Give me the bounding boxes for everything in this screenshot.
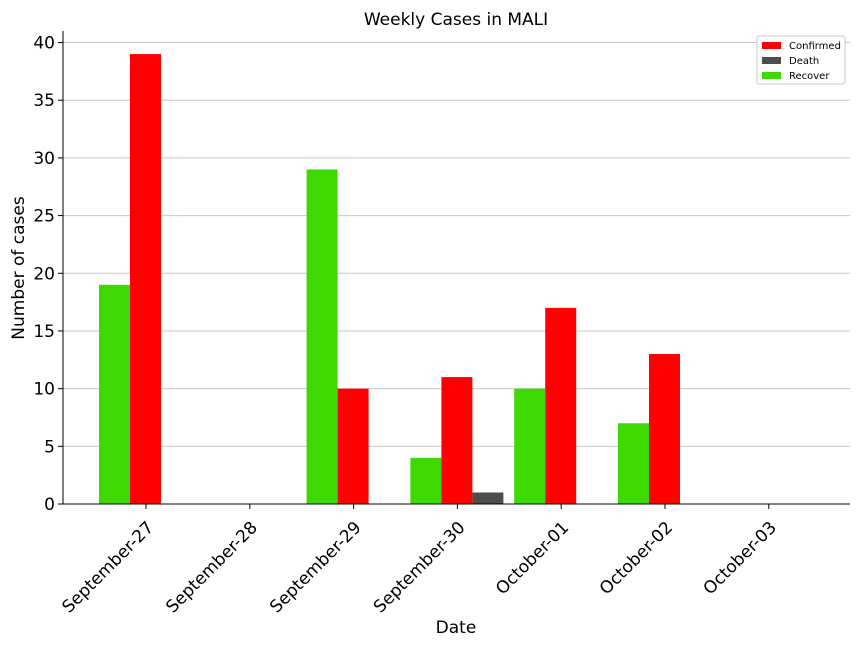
legend-swatch-recover	[762, 72, 781, 79]
bar-recover-october-02	[618, 423, 649, 504]
y-tick-label: 40	[33, 34, 55, 54]
x-tick-label: October-03	[700, 518, 781, 599]
y-axis-label: Number of cases	[9, 196, 29, 340]
bar-confirmed-september-30	[441, 377, 473, 504]
gridlines	[63, 42, 850, 447]
bar-recover-october-01	[514, 388, 546, 504]
y-tick-label: 5	[44, 437, 55, 457]
x-tick-label: September-30	[370, 518, 469, 617]
bar-death-september-30	[472, 492, 504, 504]
bar-confirmed-october-02	[649, 354, 680, 504]
y-tick-label: 15	[33, 322, 55, 342]
bar-recover-september-30	[410, 457, 442, 504]
x-tick-label: September-27	[59, 518, 158, 617]
legend-label-recover: Recover	[789, 71, 830, 82]
x-tick-label: October-01	[492, 518, 573, 599]
legend-label-confirmed: Confirmed	[789, 41, 841, 52]
y-ticks: 0 5 10 15 20 25 30 35 40	[33, 34, 63, 515]
bar-recover-september-27	[99, 284, 130, 504]
chart-title: Weekly Cases in MALI	[364, 10, 548, 30]
y-tick-label: 30	[33, 149, 55, 169]
y-tick-label: 20	[33, 264, 55, 284]
x-axis-label: Date	[436, 618, 477, 638]
x-tick-label: October-02	[596, 518, 677, 599]
bar-confirmed-september-29	[337, 388, 369, 504]
bar-recover-september-29	[306, 169, 338, 504]
legend-swatch-death	[762, 57, 781, 64]
x-ticks: September-27 September-28 September-29 Sept…	[59, 504, 781, 617]
y-tick-label: 0	[44, 495, 55, 515]
y-tick-label: 25	[33, 207, 55, 227]
bar-confirmed-october-01	[545, 307, 577, 504]
bars	[99, 54, 680, 504]
legend: Confirmed Death Recover	[756, 35, 846, 85]
legend-swatch-confirmed	[762, 42, 781, 49]
x-tick-label: September-29	[266, 518, 365, 617]
y-tick-label: 35	[33, 91, 55, 111]
y-tick-label: 10	[33, 380, 55, 400]
legend-label-death: Death	[789, 56, 819, 67]
bar-confirmed-september-27	[130, 54, 161, 504]
x-tick-label: September-28	[162, 518, 261, 617]
